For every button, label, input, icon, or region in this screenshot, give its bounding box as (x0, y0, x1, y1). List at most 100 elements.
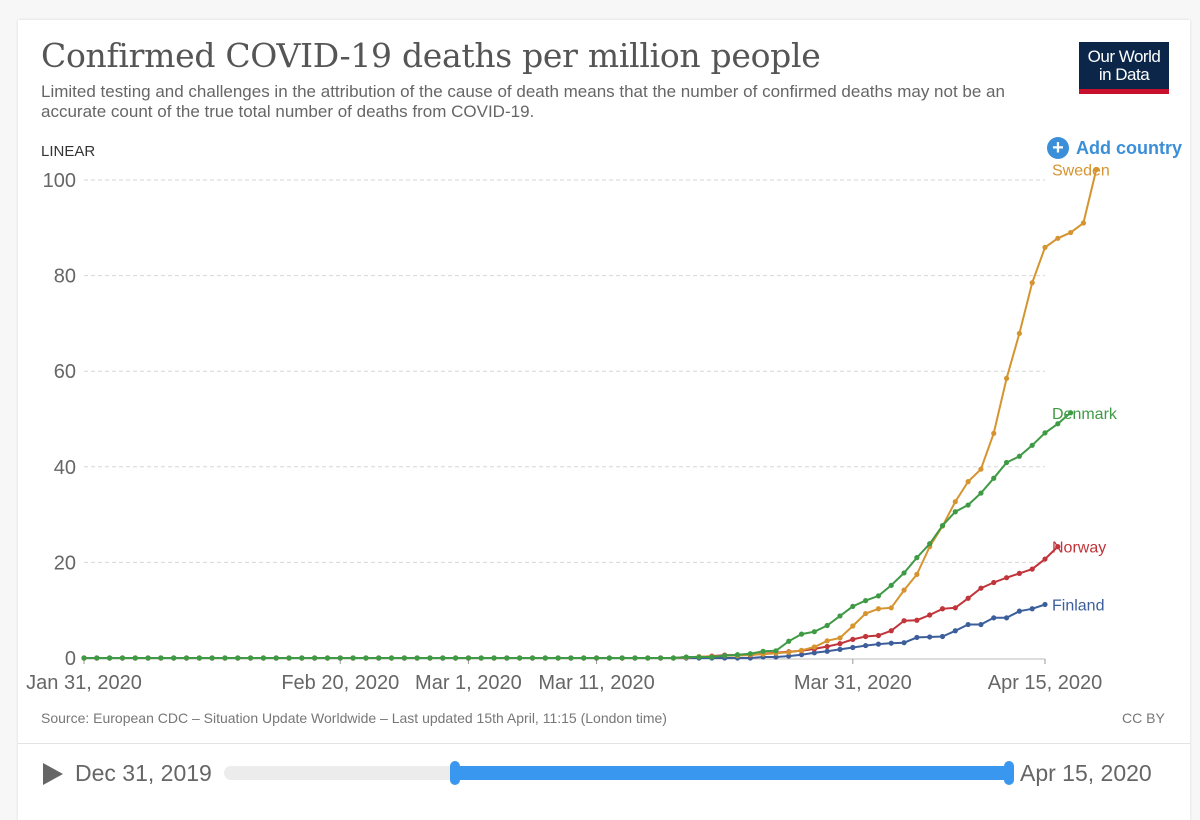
data-point (863, 642, 869, 649)
data-point (1093, 166, 1099, 173)
x-tick-label: Jan 31, 2020 (26, 672, 142, 694)
logo-line-2: in Data (1098, 65, 1150, 84)
data-point (645, 655, 651, 661)
add-country-button[interactable]: + Add country (1047, 137, 1182, 159)
data-point (337, 655, 343, 661)
data-point (350, 655, 356, 661)
series-line-denmark (84, 412, 1072, 659)
data-point (491, 655, 497, 661)
data-point (875, 606, 882, 612)
data-point (235, 655, 241, 661)
timeline-end-handle[interactable] (1004, 761, 1014, 785)
data-point (965, 502, 971, 508)
data-point (286, 655, 292, 661)
data-point (119, 655, 126, 661)
data-point (1016, 453, 1022, 459)
data-point (709, 654, 715, 660)
data-point (555, 655, 561, 661)
data-point (901, 640, 907, 646)
timeline-start-date: Dec 31, 2019 (75, 760, 212, 786)
data-point (991, 475, 997, 481)
data-point (914, 634, 920, 641)
data-point (824, 638, 830, 644)
data-point (1042, 601, 1048, 608)
data-point (1029, 566, 1035, 572)
data-point (1003, 375, 1010, 381)
timeline-start-handle[interactable] (449, 761, 460, 785)
y-tick-label: 20 (54, 552, 76, 574)
data-point (747, 651, 753, 657)
data-point (273, 655, 279, 661)
data-point (1016, 608, 1022, 614)
x-tick-label: Mar 31, 2020 (794, 672, 912, 694)
source-note[interactable]: Source: European CDC – Situation Update … (41, 710, 667, 726)
data-point (1003, 575, 1010, 581)
data-point (927, 612, 933, 618)
data-point (183, 655, 190, 661)
data-point (837, 641, 843, 647)
data-point (145, 655, 151, 661)
data-point (863, 598, 869, 604)
data-point (914, 617, 920, 623)
data-point (209, 655, 215, 661)
data-point (773, 654, 779, 660)
data-point (222, 655, 228, 661)
data-point (247, 655, 254, 661)
data-point (1003, 615, 1010, 621)
play-icon[interactable] (43, 763, 63, 785)
data-point (1042, 244, 1048, 250)
data-point (1080, 220, 1087, 226)
data-point (440, 655, 446, 661)
data-point (824, 643, 830, 650)
data-point (619, 655, 625, 661)
data-point (837, 646, 843, 652)
data-point (927, 634, 933, 640)
data-point (427, 655, 433, 661)
data-point (850, 623, 856, 629)
data-point (875, 641, 882, 647)
data-point (978, 585, 984, 591)
data-point (824, 648, 830, 654)
data-point (465, 655, 471, 661)
data-point (171, 655, 177, 661)
data-point (927, 541, 933, 547)
logo-line-1: Our World (1087, 47, 1161, 66)
data-point (798, 631, 805, 637)
series-sweden (81, 166, 1099, 661)
license-link[interactable]: CC BY (1122, 710, 1165, 726)
data-point (863, 610, 869, 617)
data-point (363, 655, 369, 661)
data-point (863, 633, 869, 640)
data-point (94, 655, 100, 661)
data-point (914, 571, 920, 577)
data-point (786, 653, 792, 659)
data-point (939, 522, 946, 529)
data-point (1029, 280, 1035, 286)
data-point (952, 499, 958, 505)
x-tick-label: Mar 11, 2020 (538, 672, 654, 694)
scale-toggle[interactable]: LINEAR (41, 143, 96, 160)
data-point (811, 644, 817, 650)
data-point (786, 638, 792, 644)
x-tick-label: Feb 20, 2020 (281, 672, 399, 694)
data-point (952, 509, 958, 515)
data-point (158, 655, 164, 661)
data-point (965, 595, 971, 601)
series-finland (81, 601, 1048, 661)
timeline-selected-range[interactable] (451, 766, 1009, 780)
data-point (760, 648, 766, 654)
series-denmark (81, 410, 1074, 661)
data-point (299, 655, 305, 661)
data-point (504, 655, 510, 661)
data-point (517, 655, 523, 661)
data-point (824, 622, 830, 629)
data-point (670, 655, 677, 661)
x-tick-label: Mar 1, 2020 (415, 672, 522, 694)
owid-logo[interactable]: Our World in Data (1079, 42, 1169, 94)
data-point (888, 582, 894, 588)
data-point (786, 649, 792, 655)
data-point (798, 647, 805, 653)
series-label-norway: Norway (1052, 540, 1106, 557)
y-tick-label: 80 (54, 266, 76, 288)
data-point (478, 655, 484, 661)
